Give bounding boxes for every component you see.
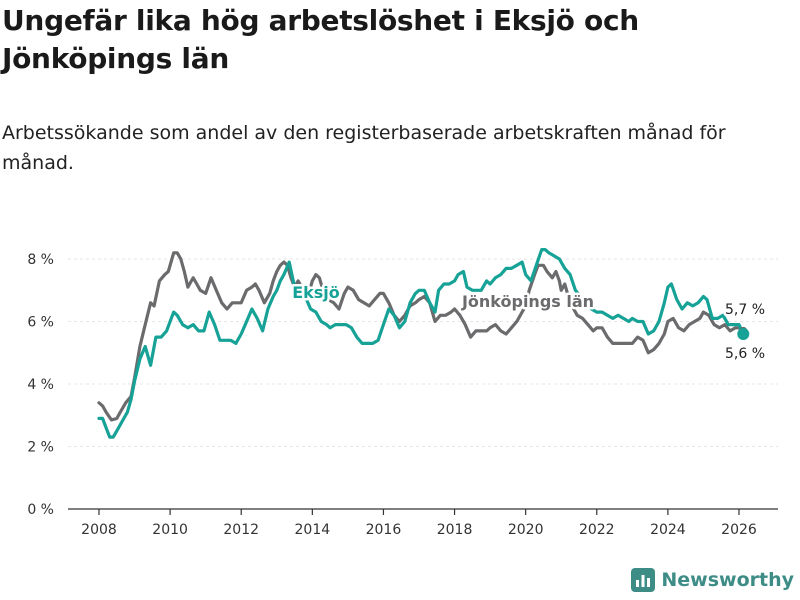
chart-title: Ungefär lika hög arbetslöshet i Eksjö oc… <box>2 4 639 75</box>
chart-subtitle: Arbetssökande som andel av den registerb… <box>2 122 726 174</box>
x-tick-label: 2018 <box>437 522 473 538</box>
x-tick-label: 2014 <box>295 522 331 538</box>
newsworthy-bar-chart-icon <box>631 568 656 592</box>
x-tick-label: 2016 <box>366 522 402 538</box>
end-value-label-jonkopings-lan: 5,7 % <box>725 302 765 318</box>
brand-logo: Newsworthy <box>631 568 794 592</box>
x-tick-label: 2012 <box>223 522 259 538</box>
end-value-label-eksjo: 5,6 % <box>725 346 765 362</box>
x-tick-label: 2026 <box>721 522 757 538</box>
x-tick-label: 2008 <box>81 522 117 538</box>
y-tick-label: 8 % <box>27 252 54 268</box>
series-line-jonkopings-lan <box>97 251 745 422</box>
x-tick-label: 2022 <box>579 522 615 538</box>
series-label-eksjo: Eksjö <box>292 283 340 302</box>
y-tick-label: 4 % <box>27 377 54 393</box>
brand-name: Newsworthy <box>661 569 794 591</box>
end-point-eksjo <box>737 328 750 340</box>
y-tick-label: 6 % <box>27 315 54 331</box>
x-tick-label: 2010 <box>152 522 188 538</box>
series-label-jonkopings-lan: Jönköpings län <box>461 292 594 311</box>
x-tick-label: 2020 <box>508 522 544 538</box>
x-tick-label: 2024 <box>650 522 686 538</box>
y-tick-label: 0 % <box>27 502 54 518</box>
series-line-eksjo <box>97 248 745 439</box>
y-tick-label: 2 % <box>27 440 54 456</box>
